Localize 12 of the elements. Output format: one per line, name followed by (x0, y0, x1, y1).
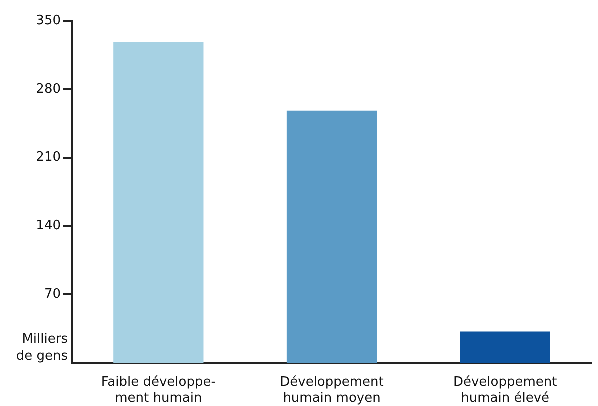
y-tick-label: 350 (36, 13, 61, 28)
y-tick-label: 280 (36, 82, 61, 97)
y-axis-title: Milliers de gens (16, 332, 68, 364)
x-tick-label: Développement humain élevé (453, 375, 558, 406)
x-tick-label: Développement humain moyen (280, 375, 384, 406)
x-tick-label: Faible développe- ment humain (101, 375, 216, 406)
bar (114, 42, 204, 363)
bar (286, 110, 378, 363)
bar (460, 332, 550, 363)
y-tick-label: 70 (44, 286, 61, 302)
y-tick-label: 140 (36, 218, 61, 234)
y-tick-label: 210 (36, 150, 61, 166)
